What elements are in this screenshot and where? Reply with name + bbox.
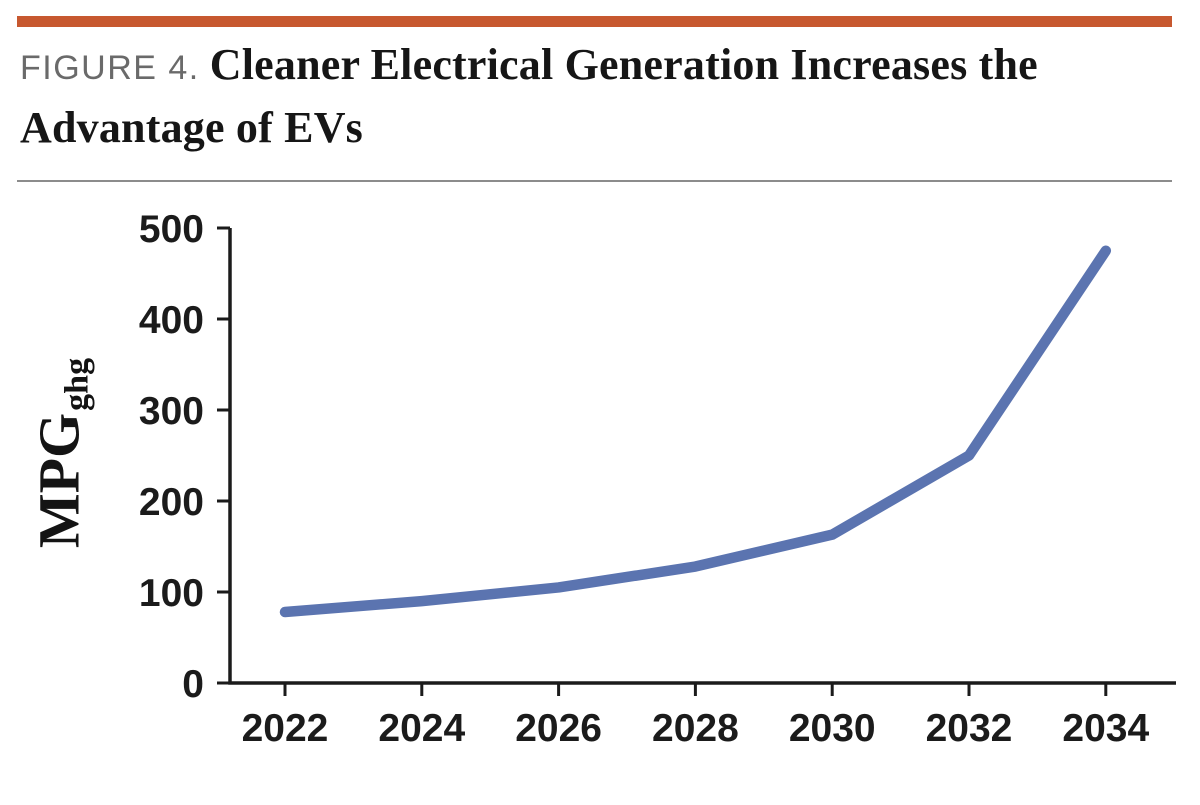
y-tick-label: 500 <box>139 208 204 251</box>
data-line-mpg-series <box>279 245 1112 618</box>
y-axis-title-subscript: ghg <box>57 357 95 411</box>
y-tick-label: 200 <box>139 481 204 524</box>
y-axis-title-text: MPG <box>26 412 92 549</box>
x-tick-label: 2032 <box>926 707 1013 750</box>
figure-label: FIGURE 4. <box>20 49 200 87</box>
x-tick-label: 2022 <box>242 707 329 750</box>
x-tick-label: 2034 <box>1062 707 1149 750</box>
title-divider <box>17 180 1172 182</box>
y-tick-label: 400 <box>139 299 204 342</box>
x-tick-label: 2026 <box>515 707 602 750</box>
figure-title: FIGURE 4. Cleaner Electrical Generation I… <box>20 35 1180 157</box>
x-tick-label: 2030 <box>789 707 876 750</box>
axis-lines <box>228 228 1176 685</box>
figure-title-line1: Cleaner Electrical Generation Increases … <box>209 40 1038 89</box>
x-tick-label: 2024 <box>378 707 465 750</box>
y-tick-label: 0 <box>182 663 204 706</box>
y-tick-label: 100 <box>139 572 204 615</box>
y-tick-label: 300 <box>139 390 204 433</box>
figure-title-line2: Advantage of EVs <box>20 103 363 152</box>
y-axis-title: MPGghg <box>26 357 95 548</box>
x-tick-label: 2028 <box>652 707 739 750</box>
accent-bar <box>17 16 1172 27</box>
